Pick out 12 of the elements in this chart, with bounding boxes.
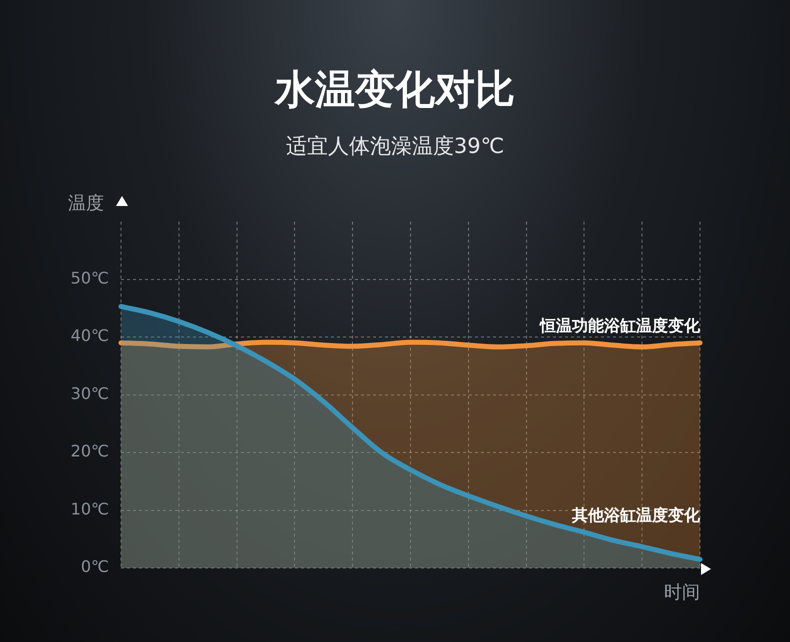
y-tick-label: 10℃ xyxy=(70,499,109,518)
y-tick-label: 20℃ xyxy=(70,442,109,461)
x-axis-title: 时间 xyxy=(664,581,700,604)
chart-title: 水温变化对比 xyxy=(273,66,516,115)
y-tick-label: 50℃ xyxy=(70,268,109,288)
series-label: 其他浴缸温度变化 xyxy=(571,505,701,524)
y-tick-label: 30℃ xyxy=(70,384,109,403)
chart-subtitle: 适宜人体泡澡温度39℃ xyxy=(284,133,506,160)
y-tick-label: 40℃ xyxy=(70,326,109,346)
y-tick-label: 0℃ xyxy=(80,557,109,576)
series-label: 恒温功能浴缸温度变化 xyxy=(539,316,701,335)
y-axis-title: 温度 xyxy=(68,192,104,215)
